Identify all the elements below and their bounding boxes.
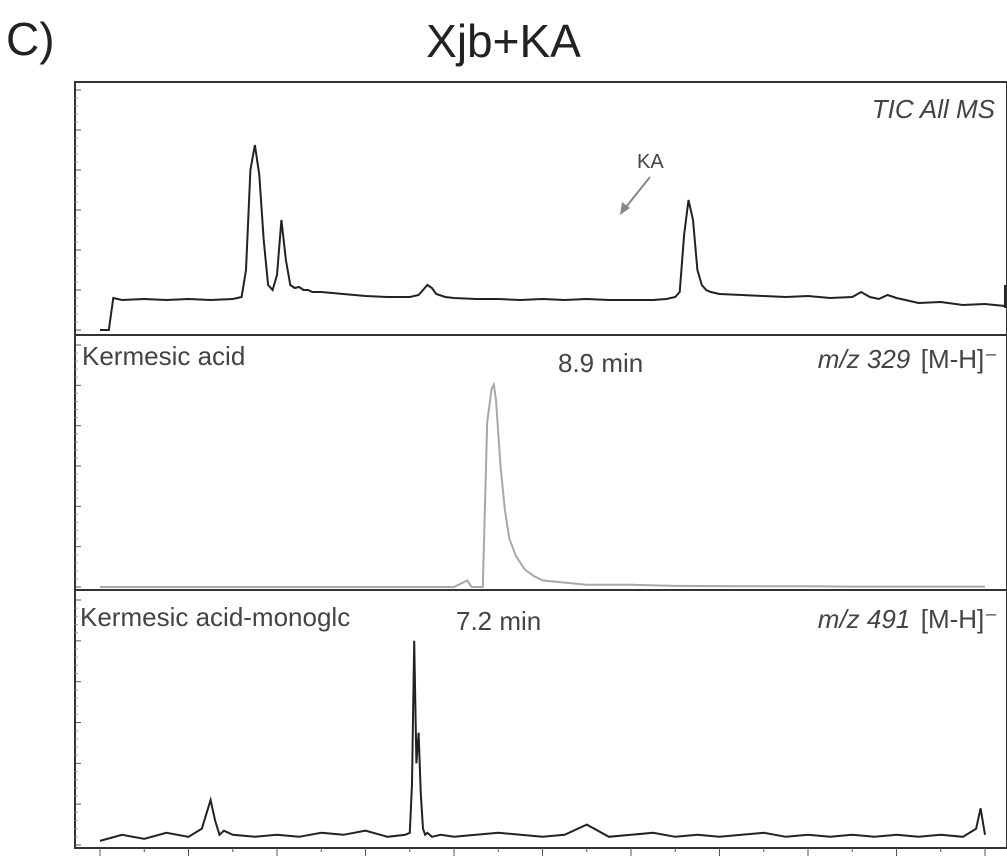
kermesic-acid-mz-label: m/z 329 [M-H]⁻ xyxy=(818,344,998,374)
tic-label: TIC All MS xyxy=(872,94,996,124)
tic-trace-line xyxy=(100,144,1006,331)
kermesic-acid-peak-label: 8.9 min xyxy=(558,348,643,378)
panel-tic: TIC All MS KA xyxy=(74,81,1007,336)
x-axis-ticks xyxy=(99,848,986,856)
ka-peak-annotation: KA xyxy=(637,151,664,173)
panel-tic-frame xyxy=(74,81,1007,336)
panel-kermesic-acid-monoglc: Kermesic acid-monoglc 7.2 min m/z 491 [M… xyxy=(74,589,1007,849)
kermesic-acid-monoglc-trace-line xyxy=(99,640,986,842)
kermesic-acid-monoglc-mz-label: m/z 491 [M-H]⁻ xyxy=(818,604,998,634)
kermesic-acid-trace-line xyxy=(100,381,985,588)
kermesic-acid-mz: m/z 329 xyxy=(818,344,911,374)
panel-tic-y-ticks xyxy=(75,89,81,331)
figure-title: Xjb+KA xyxy=(426,15,581,67)
kermesic-acid-monoglc-ion: [M-H]⁻ xyxy=(921,604,998,634)
panel-kermesic-acid-y-ticks xyxy=(75,344,81,588)
ka-arrow-head xyxy=(620,202,630,215)
kermesic-acid-monoglc-label: Kermesic acid-monoglc xyxy=(80,602,350,632)
panel-kermesic-acid-monoglc-frame xyxy=(74,589,1007,849)
kermesic-acid-monoglc-mz: m/z 491 xyxy=(818,604,911,634)
kermesic-acid-monoglc-peak-label: 7.2 min xyxy=(456,606,541,636)
panel-kermesic-acid: Kermesic acid 8.9 min m/z 329 [M-H]⁻ xyxy=(74,334,1007,591)
panel-letter: C) xyxy=(6,13,55,65)
kermesic-acid-label: Kermesic acid xyxy=(82,341,245,371)
panel-kermesic-acid-monoglc-y-ticks xyxy=(75,599,81,846)
kermesic-acid-ion: [M-H]⁻ xyxy=(921,344,998,374)
